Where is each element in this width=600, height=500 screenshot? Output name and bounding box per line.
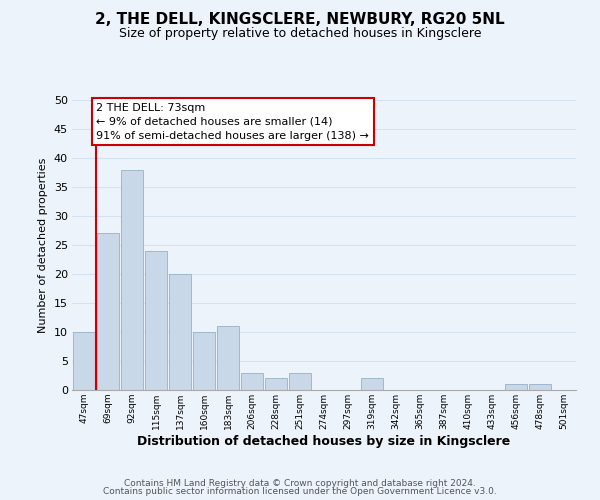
Bar xyxy=(97,234,119,390)
Bar xyxy=(73,332,95,390)
Bar xyxy=(145,251,167,390)
Text: Size of property relative to detached houses in Kingsclere: Size of property relative to detached ho… xyxy=(119,28,481,40)
Bar xyxy=(193,332,215,390)
Bar xyxy=(361,378,383,390)
Bar xyxy=(169,274,191,390)
Text: 2 THE DELL: 73sqm
← 9% of detached houses are smaller (14)
91% of semi-detached : 2 THE DELL: 73sqm ← 9% of detached house… xyxy=(97,103,370,141)
Bar xyxy=(529,384,551,390)
Bar xyxy=(121,170,143,390)
Bar xyxy=(265,378,287,390)
Text: 2, THE DELL, KINGSCLERE, NEWBURY, RG20 5NL: 2, THE DELL, KINGSCLERE, NEWBURY, RG20 5… xyxy=(95,12,505,28)
Y-axis label: Number of detached properties: Number of detached properties xyxy=(38,158,48,332)
Bar xyxy=(241,372,263,390)
Bar xyxy=(217,326,239,390)
Bar xyxy=(289,372,311,390)
X-axis label: Distribution of detached houses by size in Kingsclere: Distribution of detached houses by size … xyxy=(137,434,511,448)
Bar xyxy=(505,384,527,390)
Text: Contains public sector information licensed under the Open Government Licence v3: Contains public sector information licen… xyxy=(103,487,497,496)
Text: Contains HM Land Registry data © Crown copyright and database right 2024.: Contains HM Land Registry data © Crown c… xyxy=(124,478,476,488)
